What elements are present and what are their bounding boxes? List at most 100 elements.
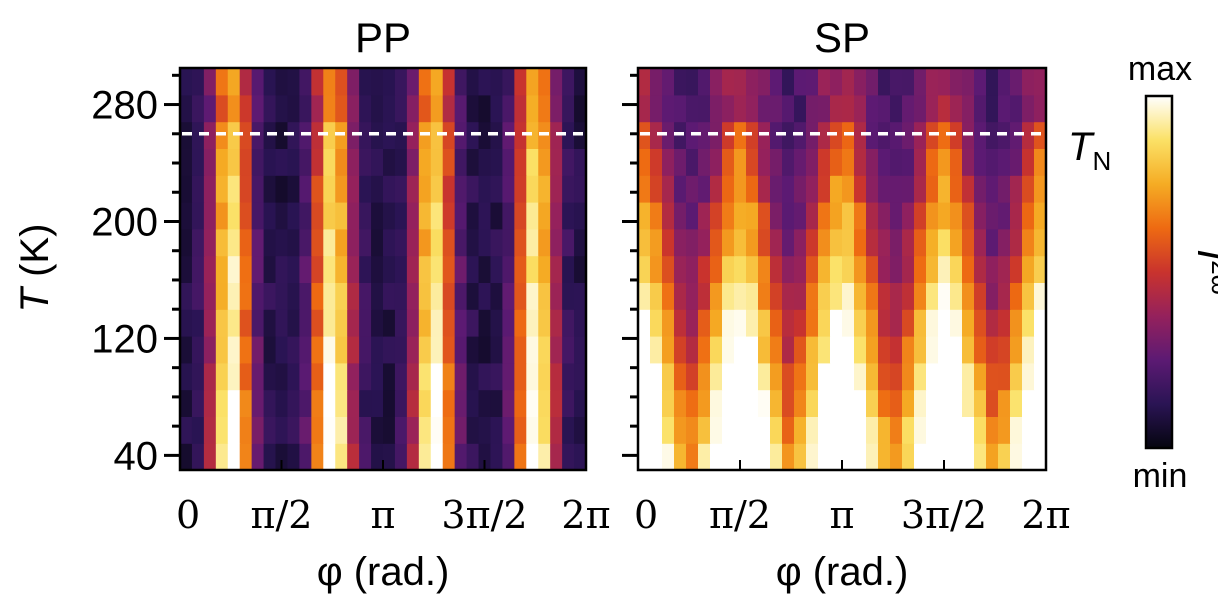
pp-heatmap-cell: [418, 362, 432, 391]
pp-heatmap-cell: [359, 362, 372, 391]
pp-heatmap-cell: [215, 336, 229, 364]
sp-heatmap-cell: [794, 362, 807, 391]
sp-heatmap-cell: [710, 228, 723, 257]
sp-heatmap-cell: [746, 416, 759, 444]
pp-heatmap-cell: [574, 202, 586, 230]
pp-heatmap-cell: [514, 175, 527, 203]
pp-heatmap-cell: [562, 94, 575, 123]
pp-heatmap-cell: [203, 94, 217, 123]
sp-heatmap-cell: [1034, 94, 1046, 123]
sp-heatmap-cell: [938, 389, 951, 417]
pp-heatmap-cell: [538, 148, 551, 176]
pp-heatmap-cell: [203, 309, 217, 337]
sp-heatmap-cell: [662, 443, 675, 470]
pp-heatmap-cell: [406, 175, 420, 203]
pp-heatmap-cell: [526, 389, 539, 417]
sp-heatmap-cell: [998, 228, 1011, 257]
sp-heatmap-cell: [638, 255, 651, 283]
pp-heatmap-cell: [550, 228, 563, 257]
pp-heatmap-cell: [430, 202, 444, 230]
pp-heatmap-cell: [239, 336, 253, 364]
pp-heatmap-cell: [347, 282, 360, 310]
sp-heatmap-cell: [998, 202, 1011, 230]
pp-heatmap-cell: [502, 175, 515, 203]
sp-heatmap-cell: [638, 228, 651, 257]
sp-heatmap-cell: [1034, 336, 1046, 364]
sp-heatmap-cell: [974, 362, 987, 391]
pp-heatmap-cell: [538, 255, 551, 283]
sp-heatmap-cell: [902, 309, 915, 337]
pp-heatmap-cell: [323, 202, 336, 230]
sp-heatmap-cell: [734, 202, 747, 230]
sp-heatmap-cell: [1022, 202, 1035, 230]
pp-heatmap-cell: [359, 389, 372, 417]
pp-heatmap-cell: [478, 443, 492, 470]
pp-heatmap-cell: [383, 416, 396, 444]
pp-heatmap-cell: [323, 309, 336, 337]
sp-heatmap-cell: [782, 148, 795, 176]
sp-heatmap-cell: [686, 228, 699, 257]
pp-heatmap-cell: [478, 416, 492, 444]
sp-heatmap-cell: [902, 389, 915, 417]
sp-heatmap-cell: [782, 202, 795, 230]
pp-heatmap-cell: [514, 362, 527, 391]
pp-heatmap-cell: [180, 336, 193, 364]
pp-heatmap-cell: [526, 121, 539, 149]
pp-heatmap-cell: [538, 94, 551, 123]
sp-heatmap-cell: [734, 336, 747, 364]
sp-heatmap-cell: [1022, 336, 1035, 364]
pp-heatmap-cell: [215, 362, 229, 391]
sp-heatmap-cell: [938, 443, 951, 470]
pp-heatmap-cell: [215, 443, 229, 470]
sp-heatmap-cell: [674, 68, 687, 96]
sp-heatmap-cell: [974, 255, 987, 283]
pp-x-tick-label: π/2: [251, 493, 313, 537]
pp-heatmap-cell: [574, 362, 586, 391]
sp-heatmap-cell: [902, 148, 915, 176]
sp-heatmap-cell: [758, 336, 771, 364]
sp-heatmap-cell: [878, 336, 891, 364]
pp-heatmap-cell: [478, 389, 492, 417]
pp-heatmap-cell: [180, 309, 193, 337]
sp-heatmap-cell: [686, 94, 699, 123]
sp-heatmap-cell: [710, 148, 723, 176]
sp-heatmap-cell: [806, 94, 819, 123]
sp-heatmap-cell: [734, 148, 747, 176]
sp-heatmap-cell: [674, 228, 687, 257]
sp-heatmap-cell: [830, 68, 843, 96]
sp-heatmap-cell: [950, 228, 963, 257]
sp-heatmap-cell: [758, 282, 771, 310]
sp-heatmap-cell: [890, 443, 903, 470]
pp-heatmap-cell: [299, 202, 312, 230]
sp-heatmap-cell: [914, 362, 927, 391]
pp-heatmap-cell: [263, 309, 277, 337]
pp-heatmap-cell: [478, 68, 492, 96]
sp-heatmap-cell: [854, 362, 867, 391]
sp-heatmap-cell: [962, 362, 975, 391]
pp-heatmap-cell: [574, 148, 586, 176]
sp-heatmap-cell: [686, 255, 699, 283]
pp-heatmap-cell: [394, 362, 408, 391]
pp-heatmap-cell: [562, 148, 575, 176]
pp-heatmap-cell: [526, 282, 539, 310]
sp-heatmap-cell: [746, 336, 759, 364]
pp-heatmap-cell: [538, 389, 551, 417]
pp-heatmap-cell: [191, 94, 205, 123]
pp-heatmap-cell: [323, 282, 336, 310]
pp-y-tick-label: 40: [114, 434, 159, 478]
sp-heatmap-cell: [950, 121, 963, 149]
pp-heatmap-cell: [442, 202, 456, 230]
pp-heatmap-cell: [323, 416, 336, 444]
pp-heatmap-cell: [418, 336, 432, 364]
sp-heatmap-cell: [926, 255, 939, 283]
sp-heatmap-cell: [854, 389, 867, 417]
pp-heatmap-cell: [335, 336, 348, 364]
pp-heatmap-cell: [215, 94, 229, 123]
sp-heatmap-cell: [662, 255, 675, 283]
pp-heatmap-cell: [287, 175, 301, 203]
sp-heatmap-cell: [926, 282, 939, 310]
pp-heatmap-cell: [502, 228, 515, 257]
pp-heatmap-cell: [574, 416, 586, 444]
pp-heatmap-cell: [430, 175, 444, 203]
sp-heatmap-cell: [818, 121, 831, 149]
